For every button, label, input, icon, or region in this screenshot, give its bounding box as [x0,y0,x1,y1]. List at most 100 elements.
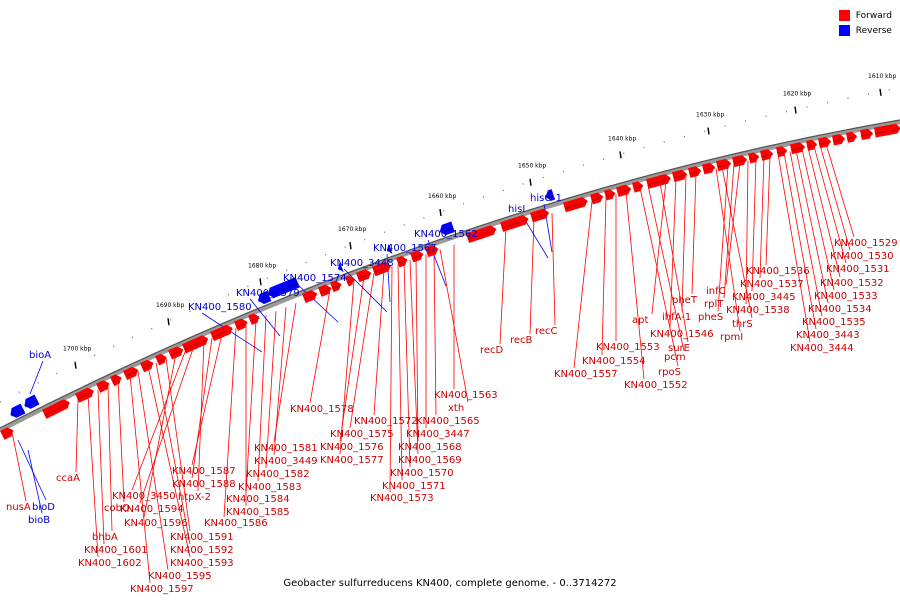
gene-label-forward[interactable]: KN400_1532 [820,278,884,289]
gene-label-forward[interactable]: rpoS [658,367,681,378]
forward-gene[interactable] [748,151,760,164]
gene-label-forward[interactable]: ccaA [56,473,80,484]
forward-gene[interactable] [672,169,688,182]
forward-gene[interactable] [716,158,732,171]
gene-label-forward[interactable]: cobO [104,503,130,514]
gene-label-reverse[interactable]: KN400_3448 [330,258,394,269]
gene-label-forward[interactable]: KN400_3445 [732,292,796,303]
gene-label-forward[interactable]: KN400_1601 [84,545,148,556]
forward-gene[interactable] [425,244,440,258]
reverse-gene[interactable] [336,262,344,274]
gene-label-forward[interactable]: surE [668,343,690,354]
reverse-gene[interactable] [544,189,555,202]
forward-gene[interactable] [372,261,392,277]
gene-label-forward[interactable]: KN400_1571 [382,481,446,492]
gene-label-forward[interactable]: recD [480,345,504,356]
gene-label-forward[interactable]: KN400_3449 [254,456,318,467]
forward-gene[interactable] [168,345,185,360]
forward-gene[interactable] [688,165,702,178]
gene-label-reverse[interactable]: KN400_1580 [188,302,252,313]
gene-label-forward[interactable]: KN400_1583 [238,482,302,493]
gene-label-forward[interactable]: KN400_1531 [826,264,890,275]
gene-label-forward[interactable]: KN400_1597 [130,584,194,595]
gene-label-forward[interactable]: rpmI [720,332,743,343]
gene-label-forward[interactable]: KN400_1534 [808,304,872,315]
forward-gene[interactable] [632,180,644,193]
forward-gene[interactable] [0,426,15,440]
forward-gene[interactable] [776,145,788,158]
gene-label-forward[interactable]: recB [510,335,533,346]
gene-label-forward[interactable]: KN400_1563 [434,390,498,401]
gene-label-forward[interactable]: KN400_1573 [370,493,434,504]
gene-label-forward[interactable]: KN400_3450 [112,491,176,502]
forward-gene[interactable] [790,141,806,155]
gene-label-forward[interactable]: KN400_1572 [354,416,418,427]
gene-label-forward[interactable]: KN400_1536 [746,266,810,277]
forward-gene[interactable] [330,279,343,293]
gene-label-forward[interactable]: recC [535,326,558,337]
gene-label-forward[interactable]: KN400_1530 [830,251,894,262]
gene-label-reverse[interactable]: hisG-1 [530,193,562,204]
gene-label-forward[interactable]: thrS [732,319,753,330]
forward-gene[interactable] [818,136,832,149]
gene-label-reverse[interactable]: bioA [29,350,51,361]
forward-gene[interactable] [356,268,373,283]
forward-gene[interactable] [732,154,748,168]
gene-label-forward[interactable]: KN400_3444 [790,343,854,354]
forward-gene[interactable] [234,317,249,331]
gene-label-forward[interactable]: KN400_1596 [124,518,188,529]
forward-gene[interactable] [110,373,123,387]
gene-label-forward[interactable]: KN400_1585 [226,507,290,518]
gene-label-forward[interactable]: KN400_1568 [398,442,462,453]
forward-gene[interactable] [846,131,858,143]
forward-gene[interactable] [874,123,900,138]
forward-gene[interactable] [182,334,210,354]
gene-label-forward[interactable]: KN400_1565 [416,416,480,427]
gene-label-forward[interactable]: KN400_1581 [254,443,318,454]
gene-label-forward[interactable]: KN400_1537 [740,279,804,290]
forward-gene[interactable] [210,323,234,342]
gene-label-forward[interactable]: KN400_1538 [726,305,790,316]
gene-label-forward[interactable]: KN400_1533 [814,291,878,302]
gene-label-forward[interactable]: infC [706,286,726,297]
gene-label-forward[interactable]: KN400_1593 [170,558,234,569]
gene-label-forward[interactable]: nusA [6,502,31,513]
gene-label-forward[interactable]: KN400_1586 [204,518,268,529]
gene-label-forward[interactable]: KN400_1570 [390,468,454,479]
gene-label-forward[interactable]: KN400_1557 [554,369,618,380]
gene-label-forward[interactable]: KN400_1591 [170,532,234,543]
gene-label-forward[interactable]: KN400_1577 [320,455,384,466]
gene-label-reverse[interactable]: KN400_1562 [414,229,478,240]
forward-gene[interactable] [604,188,616,201]
reverse-gene[interactable] [8,403,26,420]
gene-label-reverse[interactable]: KN400_1574 [283,273,347,284]
gene-label-forward[interactable]: KN400_1576 [320,442,384,453]
gene-label-forward[interactable]: KN400_1575 [330,429,394,440]
forward-gene[interactable] [318,283,333,297]
gene-label-forward[interactable]: KN400_1569 [398,455,462,466]
gene-label-forward[interactable]: KN400_3443 [796,330,860,341]
forward-gene[interactable] [302,289,319,304]
gene-label-forward[interactable]: apt [632,315,648,326]
gene-label-forward[interactable]: pheT [672,295,698,306]
gene-label-forward[interactable]: KN400_1595 [148,571,212,582]
forward-gene[interactable] [806,139,818,151]
gene-label-forward[interactable]: KN400_1592 [170,545,234,556]
gene-label-reverse[interactable]: bioB [28,515,50,526]
gene-label-forward[interactable]: htpX-2 [178,492,211,503]
gene-label-forward[interactable]: KN400_1553 [596,342,660,353]
forward-gene[interactable] [396,255,409,268]
forward-gene[interactable] [155,352,168,366]
gene-label-forward[interactable]: pheS [698,312,723,323]
gene-label-forward[interactable]: bhbA [92,532,118,543]
forward-gene[interactable] [646,173,672,189]
gene-label-forward[interactable]: KN400_1602 [78,558,142,569]
gene-label-forward[interactable]: KN400_1594 [120,504,184,515]
gene-label-forward[interactable]: KN400_1535 [802,317,866,328]
gene-label-reverse[interactable]: KN400_1567 [373,243,437,254]
gene-label-forward[interactable]: rplT [704,299,724,310]
forward-gene[interactable] [760,148,774,161]
forward-gene[interactable] [530,207,550,223]
forward-gene[interactable] [140,358,155,373]
forward-gene[interactable] [466,224,498,244]
